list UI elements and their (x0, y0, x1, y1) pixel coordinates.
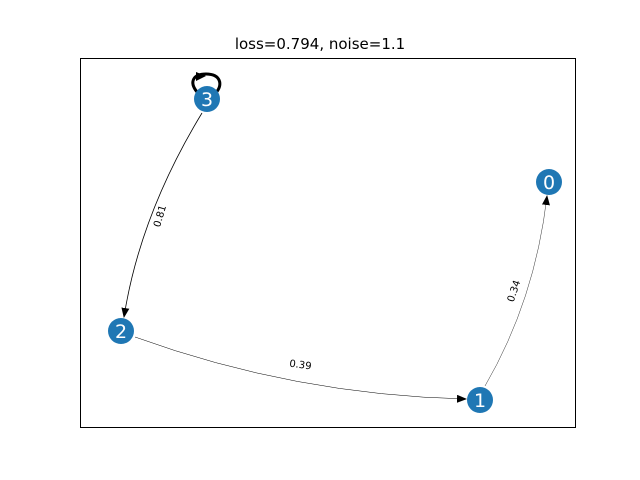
node-1 (467, 387, 493, 413)
edge-label-2-1: 0.39 (289, 359, 313, 373)
node-label-2: 2 (115, 321, 127, 343)
self-loop-arrowhead (196, 72, 206, 81)
node-label-1: 1 (474, 390, 486, 412)
edge-label-1-0: 0.34 (506, 279, 523, 304)
node-label-0: 0 (543, 172, 555, 194)
edge-2-to-1 (134, 336, 467, 403)
edge-3-to-2 (121, 112, 203, 318)
edge-1-to-0 (484, 195, 550, 387)
figure-title: loss=0.794, noise=1.1 (235, 35, 405, 53)
node-3 (194, 86, 220, 112)
node-2 (108, 318, 134, 344)
self-loop-edge-3 (191, 72, 222, 96)
plot-frame (80, 58, 576, 428)
node-0 (536, 169, 562, 195)
node-label-3: 3 (201, 89, 213, 111)
